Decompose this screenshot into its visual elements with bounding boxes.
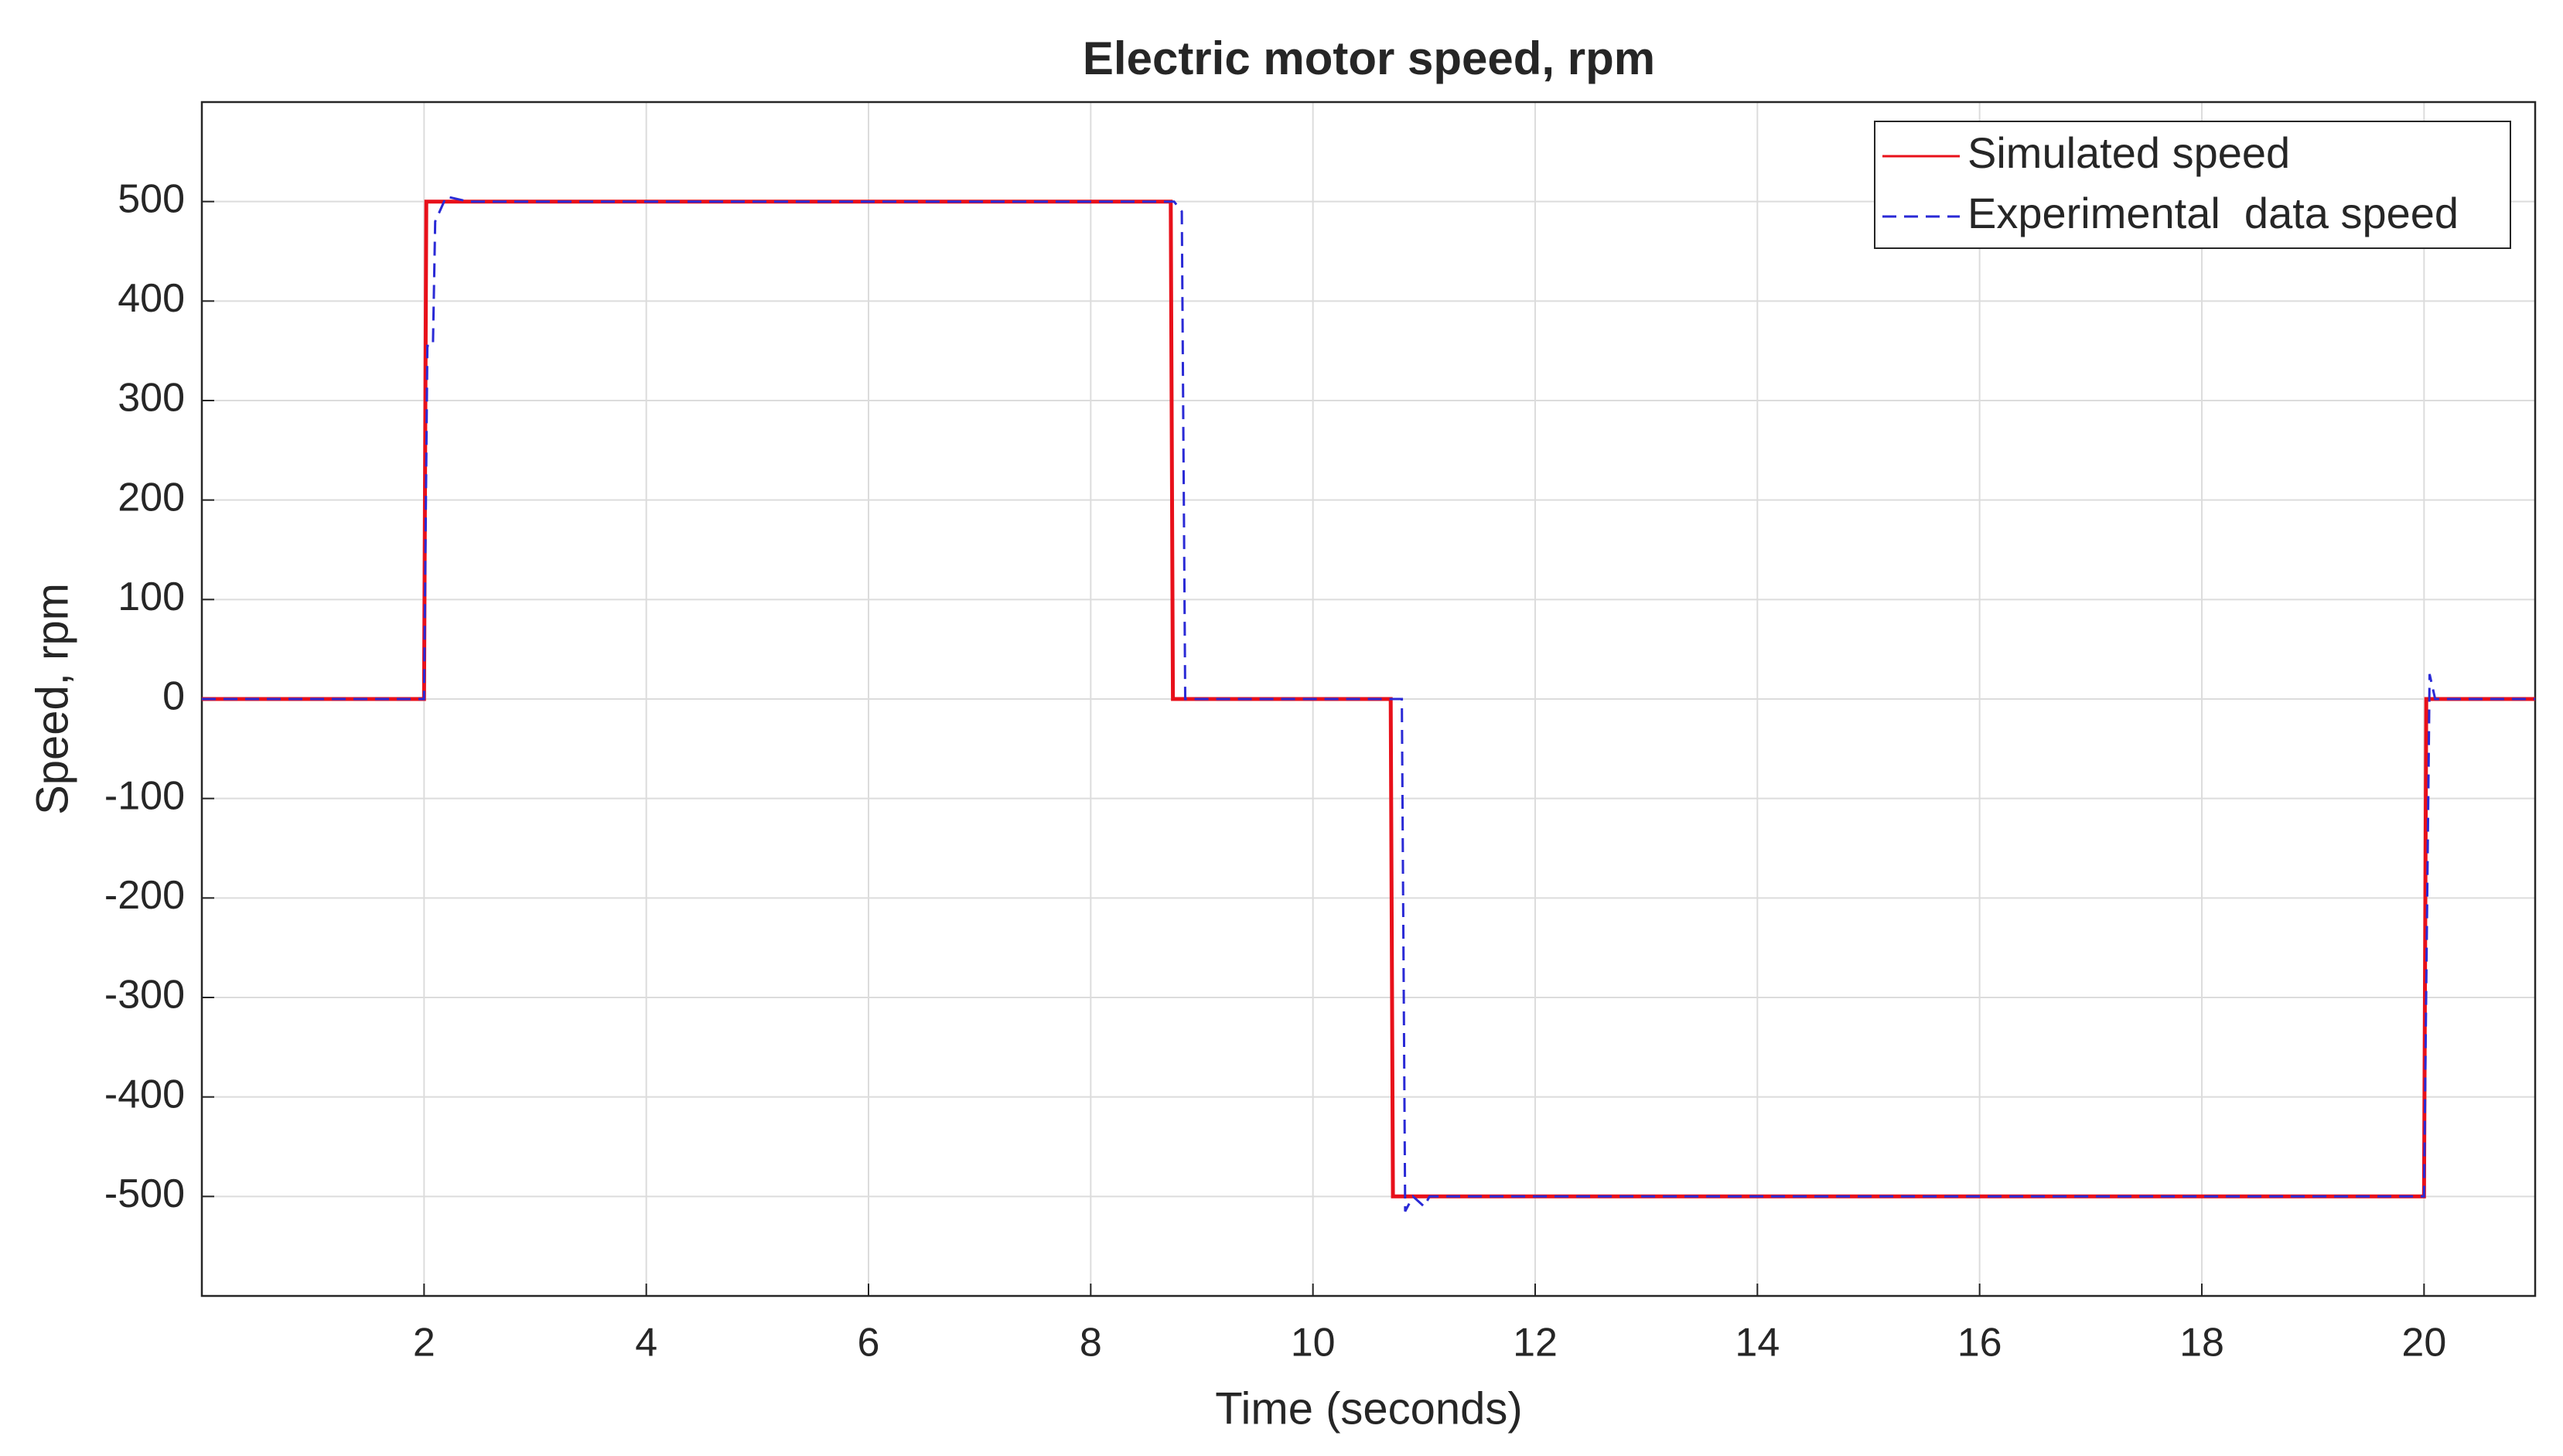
y-tick-label: 400 bbox=[118, 276, 185, 321]
legend-label: Simulated speed bbox=[1967, 128, 2290, 177]
x-tick-label: 14 bbox=[1735, 1321, 1780, 1366]
y-tick-label: -300 bbox=[104, 973, 185, 1018]
y-tick-label: -100 bbox=[104, 773, 185, 818]
y-tick-label: 0 bbox=[162, 674, 185, 719]
x-tick-label: 16 bbox=[1957, 1321, 2002, 1366]
x-tick-label: 6 bbox=[858, 1321, 880, 1366]
y-tick-label: 100 bbox=[118, 575, 185, 619]
x-tick-label: 12 bbox=[1513, 1321, 1558, 1366]
x-tick-label: 10 bbox=[1291, 1321, 1336, 1366]
x-tick-label: 4 bbox=[635, 1321, 657, 1366]
y-tick-label: -500 bbox=[104, 1171, 185, 1216]
y-tick-label: 200 bbox=[118, 475, 185, 520]
y-tick-label: -200 bbox=[104, 873, 185, 918]
y-tick-label: -400 bbox=[104, 1072, 185, 1117]
x-tick-label: 20 bbox=[2401, 1321, 2446, 1366]
legend-label: Experimental data speed bbox=[1967, 189, 2459, 237]
series-line bbox=[202, 195, 2535, 1212]
x-tick-label: 18 bbox=[2179, 1321, 2224, 1366]
legend-box bbox=[1874, 121, 2511, 249]
y-tick-label: 500 bbox=[118, 176, 185, 221]
y-axis-label: Speed, rpm bbox=[27, 583, 77, 815]
x-tick-label: 8 bbox=[1080, 1321, 1102, 1366]
x-axis-label: Time (seconds) bbox=[1215, 1383, 1523, 1434]
y-tick-label: 300 bbox=[118, 376, 185, 421]
chart-title: Electric motor speed, rpm bbox=[1083, 32, 1655, 84]
x-tick-label: 2 bbox=[413, 1321, 435, 1366]
